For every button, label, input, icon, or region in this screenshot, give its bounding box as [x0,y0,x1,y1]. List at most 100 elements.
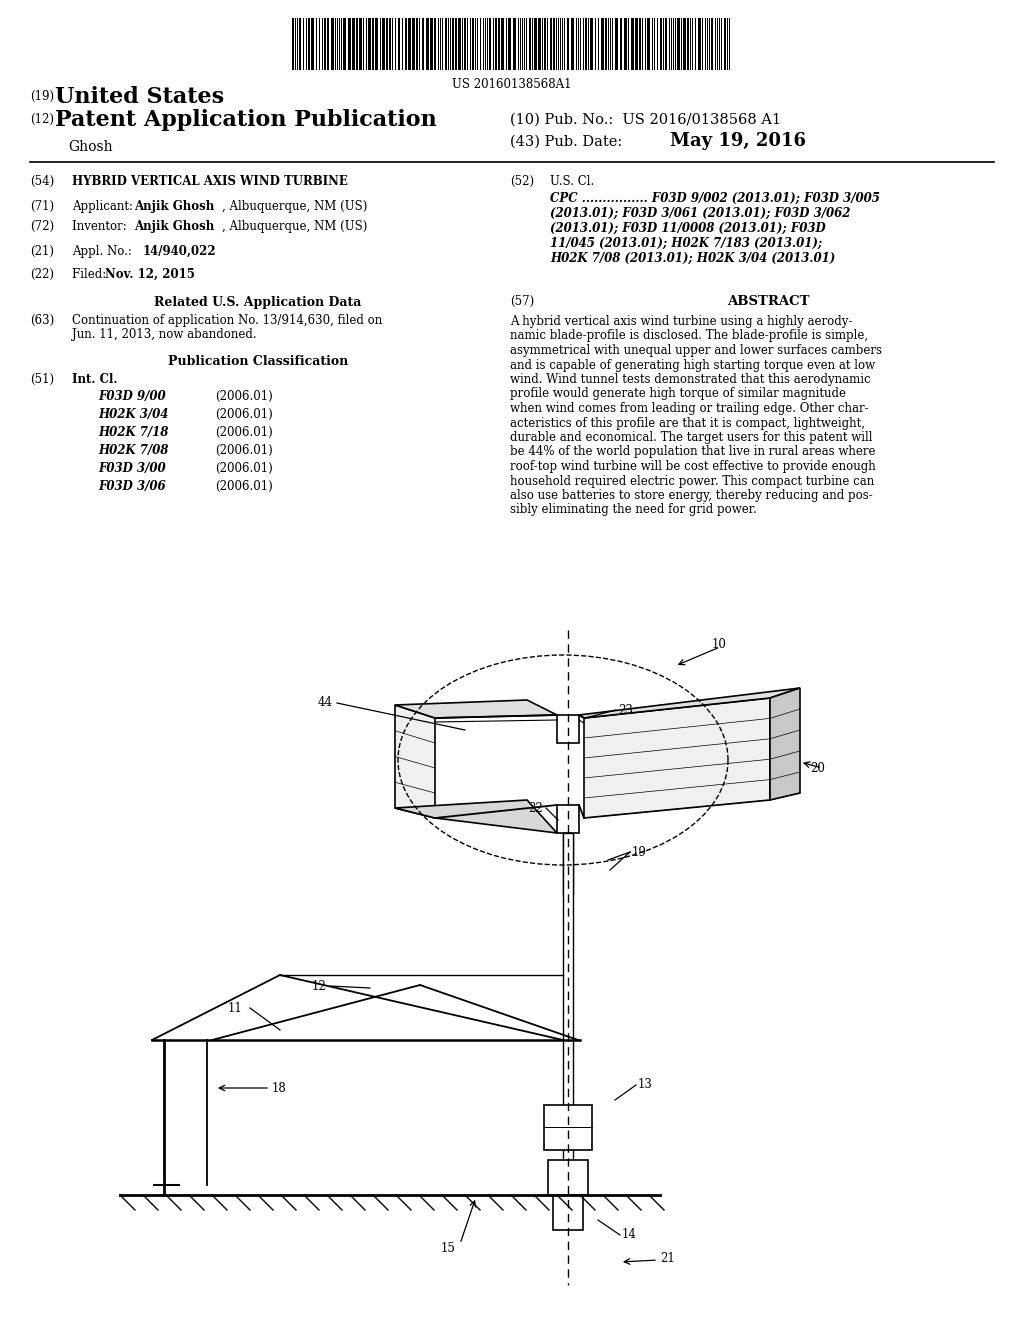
Bar [382,18,385,70]
Bar [386,18,388,70]
Text: profile would generate high torque of similar magnitude: profile would generate high torque of si… [510,388,846,400]
Text: 21: 21 [660,1251,675,1265]
Text: Patent Application Publication: Patent Application Publication [55,110,437,131]
Text: May 19, 2016: May 19, 2016 [670,132,806,150]
Text: roof-top wind turbine will be cost effective to provide enough: roof-top wind turbine will be cost effec… [510,459,876,473]
Bar [352,18,355,70]
Text: A hybrid vertical axis wind turbine using a highly aerody-: A hybrid vertical axis wind turbine usin… [510,315,852,327]
Bar [508,18,511,70]
Bar [615,18,618,70]
Bar [624,18,627,70]
Text: Applicant:: Applicant: [72,201,137,213]
Bar [308,18,310,70]
Bar [571,18,574,70]
Text: wind. Wind tunnel tests demonstrated that this aerodynamic: wind. Wind tunnel tests demonstrated tha… [510,374,870,385]
Bar [590,18,593,70]
Text: 10: 10 [712,639,727,652]
Text: (43) Pub. Date:: (43) Pub. Date: [510,135,623,149]
Bar [683,18,686,70]
Text: (12): (12) [30,114,54,125]
Bar [563,833,573,895]
Polygon shape [579,688,800,718]
Text: Inventor:: Inventor: [72,220,130,234]
Text: (2006.01): (2006.01) [215,462,272,475]
Bar [372,18,374,70]
Bar [557,805,579,833]
Bar [601,18,604,70]
Bar [368,18,371,70]
Text: 11: 11 [228,1002,243,1015]
Polygon shape [395,700,557,718]
Text: also use batteries to store energy, thereby reducing and pos-: also use batteries to store energy, ther… [510,488,872,502]
Bar [331,18,334,70]
Bar [343,18,346,70]
Text: F03D 9/00: F03D 9/00 [98,389,166,403]
Text: (2006.01): (2006.01) [215,389,272,403]
Bar [356,18,358,70]
Text: H02K 7/18: H02K 7/18 [98,426,168,440]
Text: , Albuquerque, NM (US): , Albuquerque, NM (US) [222,220,368,234]
Bar [327,18,329,70]
Text: H02K 7/08: H02K 7/08 [98,444,168,457]
Polygon shape [770,688,800,800]
Bar [458,18,461,70]
Bar [445,18,447,70]
Text: U.S. Cl.: U.S. Cl. [550,176,594,187]
Bar [557,715,579,743]
Text: HYBRID VERTICAL AXIS WIND TURBINE: HYBRID VERTICAL AXIS WIND TURBINE [72,176,348,187]
Bar [605,18,607,70]
Bar [501,18,504,70]
Bar [434,18,436,70]
Text: 22: 22 [528,801,543,814]
Bar [647,18,650,70]
Bar [698,18,701,70]
Bar [620,18,622,70]
Text: F03D 3/06: F03D 3/06 [98,480,166,492]
Bar [452,18,454,70]
Text: H02K 3/04: H02K 3/04 [98,408,168,421]
Text: (10) Pub. No.:  US 2016/0138568 A1: (10) Pub. No.: US 2016/0138568 A1 [510,114,781,127]
Bar [563,833,573,1191]
Bar [406,18,407,70]
Bar [567,18,569,70]
Text: be 44% of the world population that live in rural areas where: be 44% of the world population that live… [510,446,876,458]
Bar [472,18,474,70]
Bar [422,18,424,70]
Text: (2006.01): (2006.01) [215,480,272,492]
Text: (52): (52) [510,176,535,187]
Text: (63): (63) [30,314,54,327]
Bar [665,18,667,70]
Bar [348,18,351,70]
Text: acteristics of this profile are that it is compact, lightweight,: acteristics of this profile are that it … [510,417,865,429]
Text: (57): (57) [510,294,535,308]
Text: 15: 15 [440,1242,456,1254]
Text: namic blade-profile is disclosed. The blade-profile is simple,: namic blade-profile is disclosed. The bl… [510,330,868,342]
Text: (2013.01); F03D 11/0008 (2013.01); F03D: (2013.01); F03D 11/0008 (2013.01); F03D [550,222,825,235]
Bar [724,18,726,70]
Text: (19): (19) [30,90,54,103]
Bar [455,18,457,70]
Bar [639,18,641,70]
Bar [430,18,433,70]
Text: (22): (22) [30,268,54,281]
Bar [426,18,429,70]
Polygon shape [584,698,770,818]
Text: 19: 19 [632,846,647,858]
Bar [677,18,680,70]
Text: (71): (71) [30,201,54,213]
Text: and is capable of generating high starting torque even at low: and is capable of generating high starti… [510,359,876,371]
Bar [544,18,546,70]
Bar [513,18,516,70]
Text: Appl. No.:: Appl. No.: [72,246,135,257]
Text: Nov. 12, 2015: Nov. 12, 2015 [105,268,195,281]
Text: F03D 3/00: F03D 3/00 [98,462,166,475]
Text: 12: 12 [312,979,327,993]
Text: (54): (54) [30,176,54,187]
Bar [553,18,555,70]
Text: household required electric power. This compact turbine can: household required electric power. This … [510,474,874,487]
Bar [548,1160,588,1195]
Bar [389,18,391,70]
Bar [550,18,552,70]
Bar [375,18,378,70]
Text: ABSTRACT: ABSTRACT [727,294,809,308]
